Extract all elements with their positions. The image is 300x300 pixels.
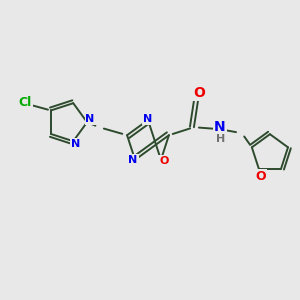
- Text: N: N: [143, 114, 153, 124]
- Text: O: O: [159, 156, 169, 166]
- Text: O: O: [255, 170, 266, 183]
- Text: O: O: [193, 86, 205, 100]
- Text: N: N: [70, 139, 80, 149]
- Text: N: N: [214, 120, 226, 134]
- Text: N: N: [128, 155, 138, 165]
- Text: Cl: Cl: [18, 96, 32, 109]
- Text: N: N: [85, 114, 95, 124]
- Text: H: H: [216, 134, 226, 144]
